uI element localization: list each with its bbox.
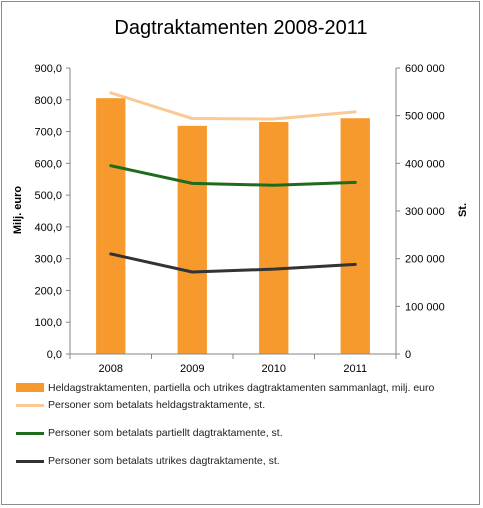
line-utrikes xyxy=(109,252,357,274)
line-heldag xyxy=(109,91,357,121)
y-axis-right-label: St. xyxy=(457,203,469,217)
legend: Heldagstraktamenten, partiella och utrik… xyxy=(16,382,466,467)
y-left-tick-label: 100,0 xyxy=(34,317,62,329)
legend-label-bars: Heldagstraktamenten, partiella och utrik… xyxy=(48,382,435,394)
legend-item-partiellt: Personer som betalats partiellt dagtrakt… xyxy=(16,427,466,439)
y-left-tick-label: 0,0 xyxy=(47,349,62,361)
y-left-tick-label: 800,0 xyxy=(34,95,62,107)
legend-item-utrikes: Personer som betalats utrikes dagtraktam… xyxy=(16,455,466,467)
bar-2010 xyxy=(259,122,289,355)
x-tick-label: 2010 xyxy=(262,363,286,375)
legend-swatch-utrikes xyxy=(16,460,44,463)
y-right-tick-label: 600 000 xyxy=(405,63,445,75)
line-partiellt xyxy=(109,164,357,187)
y-left-tick-label: 700,0 xyxy=(34,127,62,139)
legend-swatch-heldag xyxy=(16,404,44,407)
y-right-tick-label: 300 000 xyxy=(405,206,445,218)
y-right-tick-label: 100 000 xyxy=(405,301,445,313)
x-tick-label: 2011 xyxy=(343,363,367,375)
legend-item-bars: Heldagstraktamenten, partiella och utrik… xyxy=(16,382,466,394)
legend-label-utrikes: Personer som betalats utrikes dagtraktam… xyxy=(48,455,280,467)
chart-title: Dagtraktamenten 2008-2011 xyxy=(114,17,367,39)
legend-swatch-bars xyxy=(16,383,44,392)
y-left-tick-label: 300,0 xyxy=(34,254,62,266)
bar-2009 xyxy=(177,125,207,354)
y-left-tick-label: 900,0 xyxy=(34,63,62,75)
y-left-tick-label: 400,0 xyxy=(34,222,62,234)
y-left-tick-label: 200,0 xyxy=(34,285,62,297)
y-left-tick-label: 500,0 xyxy=(34,190,62,202)
x-tick-label: 2009 xyxy=(180,363,204,375)
x-tick-label: 2008 xyxy=(99,363,123,375)
y-left-tick-label: 600,0 xyxy=(34,158,62,170)
y-right-tick-label: 200 000 xyxy=(405,254,445,266)
legend-swatch-partiellt xyxy=(16,432,44,435)
legend-label-partiellt: Personer som betalats partiellt dagtrakt… xyxy=(48,427,283,439)
legend-item-heldag: Personer som betalats heldagstraktamente… xyxy=(16,399,466,411)
y-right-tick-label: 0 xyxy=(405,349,411,361)
y-right-tick-label: 400 000 xyxy=(405,158,445,170)
bar-2011 xyxy=(340,118,370,354)
y-right-tick-label: 500 000 xyxy=(405,111,445,123)
bar-2008 xyxy=(96,98,126,354)
y-axis-left-label: Milj. euro xyxy=(12,186,24,235)
legend-label-heldag: Personer som betalats heldagstraktamente… xyxy=(48,399,266,411)
